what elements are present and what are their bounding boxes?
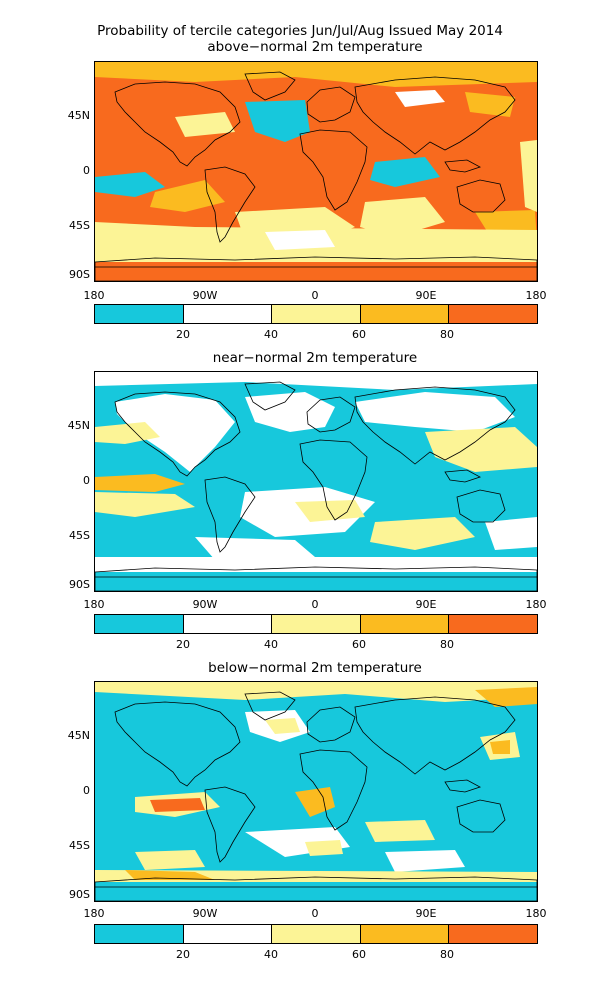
lon-label-180w: 180 — [83, 907, 105, 920]
colorbar-tick-40: 40 — [264, 328, 278, 341]
lat-label-45s: 45S — [69, 839, 90, 852]
panel-title-below: below−normal 2m temperature — [208, 660, 422, 676]
colorbar-above — [94, 304, 538, 324]
lat-label-90s: 90S — [69, 268, 90, 281]
colorbar-bin-0-20 — [95, 615, 184, 633]
colorbar-tick-80: 80 — [440, 948, 454, 961]
colorbar-near — [94, 614, 538, 634]
colorbar-bin-0-20 — [95, 925, 184, 943]
colorbar-tick-20: 20 — [176, 328, 190, 341]
colorbar-bin-80-100 — [449, 925, 537, 943]
colorbar-tick-40: 40 — [264, 638, 278, 651]
lat-label-0: 0 — [83, 474, 90, 487]
colorbar-bin-60-80 — [360, 305, 450, 323]
figure-title: Probability of tercile categories Jun/Ju… — [97, 23, 503, 39]
colorbar-bin-40-60 — [272, 305, 361, 323]
lon-label-180w: 180 — [83, 289, 105, 302]
colorbar-bin-40-60 — [272, 615, 361, 633]
colorbar-bin-60-80 — [360, 615, 450, 633]
colorbar-bin-60-80 — [360, 925, 450, 943]
colorbar-below — [94, 924, 538, 944]
lon-label-90e: 90E — [415, 598, 437, 611]
lon-label-90e: 90E — [415, 289, 437, 302]
colorbar-tick-40: 40 — [264, 948, 278, 961]
colorbar-bin-20-40 — [183, 925, 273, 943]
lon-label-90e: 90E — [415, 907, 437, 920]
lat-label-45s: 45S — [69, 529, 90, 542]
colorbar-bin-80-100 — [449, 615, 537, 633]
lon-label-0: 0 — [311, 907, 319, 920]
lon-label-180e: 180 — [525, 907, 547, 920]
lat-label-90s: 90S — [69, 578, 90, 591]
map-below — [94, 681, 538, 902]
colorbar-bin-0-20 — [95, 305, 184, 323]
lon-label-90w: 90W — [192, 598, 218, 611]
colorbar-bin-80-100 — [449, 305, 537, 323]
map-above — [94, 61, 538, 282]
lon-label-0: 0 — [311, 598, 319, 611]
colorbar-bin-20-40 — [183, 305, 273, 323]
lat-label-45n: 45N — [67, 109, 90, 122]
colorbar-tick-20: 20 — [176, 948, 190, 961]
panel-title-above: above−normal 2m temperature — [207, 39, 423, 55]
lon-label-180e: 180 — [525, 289, 547, 302]
colorbar-bin-20-40 — [183, 615, 273, 633]
colorbar-tick-60: 60 — [352, 948, 366, 961]
colorbar-tick-60: 60 — [352, 328, 366, 341]
lon-label-180e: 180 — [525, 598, 547, 611]
lat-label-0: 0 — [83, 164, 90, 177]
colorbar-bin-40-60 — [272, 925, 361, 943]
lat-label-0: 0 — [83, 784, 90, 797]
colorbar-tick-20: 20 — [176, 638, 190, 651]
lon-label-180w: 180 — [83, 598, 105, 611]
lon-label-90w: 90W — [192, 907, 218, 920]
lat-label-45s: 45S — [69, 219, 90, 232]
colorbar-tick-80: 80 — [440, 328, 454, 341]
lat-label-45n: 45N — [67, 729, 90, 742]
lat-label-90s: 90S — [69, 888, 90, 901]
colorbar-tick-80: 80 — [440, 638, 454, 651]
lat-label-45n: 45N — [67, 419, 90, 432]
panel-title-near: near−normal 2m temperature — [212, 350, 418, 366]
lon-label-0: 0 — [311, 289, 319, 302]
lon-label-90w: 90W — [192, 289, 218, 302]
map-near — [94, 371, 538, 592]
colorbar-tick-60: 60 — [352, 638, 366, 651]
